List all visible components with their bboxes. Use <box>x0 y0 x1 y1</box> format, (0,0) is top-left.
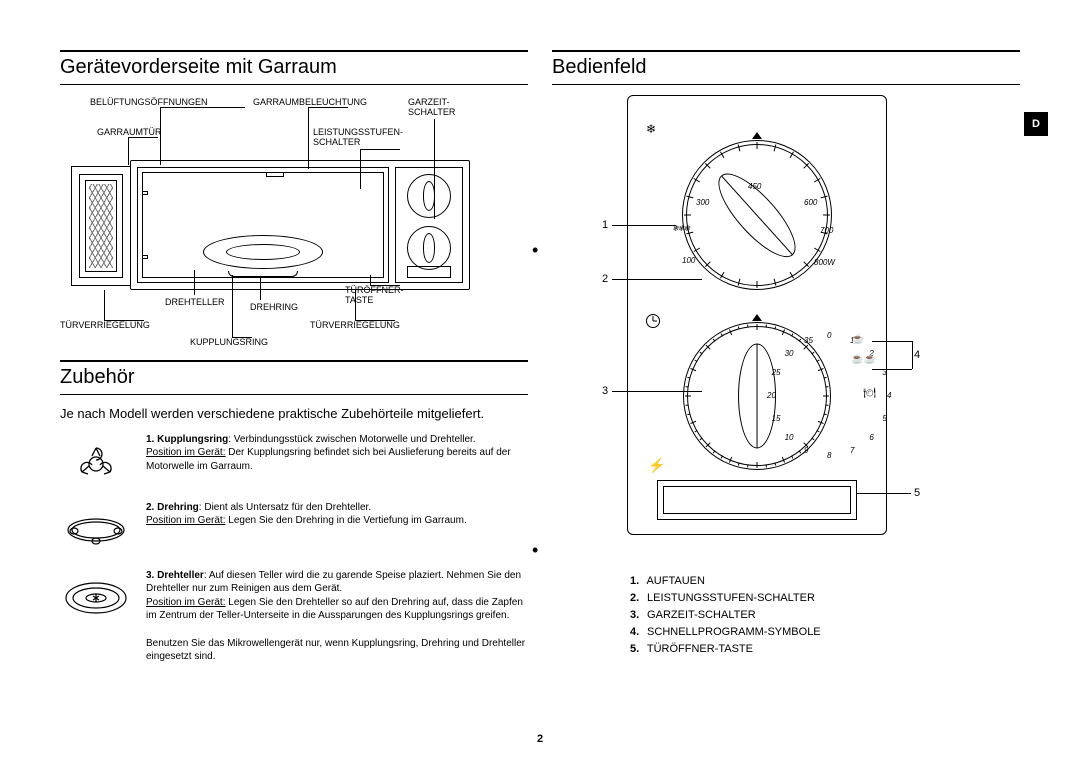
time-mark: 10 <box>785 433 794 442</box>
microwave-body <box>130 160 470 290</box>
microwave-door <box>71 166 131 286</box>
label-turntable: DREHTELLER <box>165 297 225 307</box>
label-roller: DREHRING <box>250 302 298 312</box>
coupler-icon <box>60 433 132 491</box>
clock-icon <box>646 314 660 328</box>
section-title-front: Gerätevorderseite mit Garraum <box>60 50 528 85</box>
time-mark: 25 <box>772 368 781 377</box>
label-time-switch: GARZEIT- SCHALTER <box>408 97 455 117</box>
callout-3: 3 <box>602 385 608 397</box>
turntable-icon <box>203 235 323 269</box>
page-language-tag: D <box>1024 112 1048 136</box>
door-latch-icon <box>142 255 148 259</box>
power-mark: 450 <box>748 182 761 191</box>
control-panel-small <box>395 167 463 283</box>
label-door-open: TÜRÖFFNER- TASTE <box>345 285 404 305</box>
legend-item: 1. AUFTAUEN <box>630 573 1020 590</box>
item-pos-label: Position im Gerät: <box>146 447 225 458</box>
oven-light-icon <box>266 172 284 177</box>
separator-dot: • <box>532 240 538 261</box>
label-lock-right: TÜRVERRIEGELUNG <box>310 320 400 330</box>
item-name: Drehteller <box>157 570 204 581</box>
panel-legend: 1. AUFTAUEN2. LEISTUNGSSTUFEN-SCHALTER3.… <box>552 573 1020 658</box>
accessory-item: 3. Drehteller: Auf diesen Teller wird di… <box>60 569 528 627</box>
item-pos-label: Position im Gerät: <box>146 515 225 526</box>
callout-5: 5 <box>914 487 920 499</box>
cup-icon: ☕☕ <box>851 354 876 365</box>
cup-icon: ☕ <box>852 334 864 345</box>
legend-item: 4. SCHNELLPROGRAMM-SYMBOLE <box>630 624 1020 641</box>
defrost-icon: ❄ <box>646 122 656 136</box>
time-mark: 30 <box>785 349 794 358</box>
time-mark: 4 <box>887 391 891 400</box>
time-mark: 20 <box>767 391 776 400</box>
roller-ring-icon <box>60 501 132 559</box>
item-num: 2. <box>146 502 154 513</box>
time-mark: 8 <box>827 451 831 460</box>
section-title-accessories: Zubehör <box>60 360 528 395</box>
time-mark: 6 <box>869 433 873 442</box>
label-vent: BELÜFTUNGSÖFFNUNGEN <box>90 97 208 107</box>
door-open-button <box>657 480 857 520</box>
item-num: 3. <box>146 570 154 581</box>
label-door: GARRAUMTÜR <box>97 127 162 137</box>
item-desc: : Dient als Untersatz für den Drehteller… <box>199 502 371 513</box>
time-mark: 15 <box>772 414 781 423</box>
item-num: 1. <box>146 434 154 445</box>
power-mark: 700 <box>820 226 833 235</box>
legend-item: 5. TÜRÖFFNER-TASTE <box>630 641 1020 658</box>
microwave-diagram: BELÜFTUNGSÖFFNUNGEN GARRAUMBELEUCHTUNG G… <box>60 95 528 360</box>
item-name: Kupplungsring <box>157 434 228 445</box>
lightning-icon: ⚡ <box>648 457 665 474</box>
control-panel-diagram: ❄ 100 300 450 600 700 800W ❄❄❄ <box>552 95 1020 565</box>
callout-1: 1 <box>602 219 608 231</box>
power-mark: 100 <box>682 256 695 265</box>
time-mark: 5 <box>882 414 886 423</box>
power-dial <box>682 140 832 290</box>
label-oven-light: GARRAUMBELEUCHTUNG <box>253 97 367 107</box>
section-title-panel: Bedienfeld <box>552 50 1020 85</box>
time-mark: 7 <box>850 446 854 455</box>
item-pos-label: Position im Gerät: <box>146 597 225 608</box>
power-mark: 600 <box>804 198 817 207</box>
door-latch-icon <box>142 191 148 195</box>
legend-item: 3. GARZEIT-SCHALTER <box>630 607 1020 624</box>
item-pos: Legen Sie den Drehring in die Vertiefung… <box>225 515 466 526</box>
legend-item: 2. LEISTUNGSSTUFEN-SCHALTER <box>630 590 1020 607</box>
accessories-footnote: Benutzen Sie das Mikrowellengerät nur, w… <box>60 637 528 664</box>
label-power-switch: LEISTUNGSSTUFEN- SCHALTER <box>313 127 403 147</box>
label-coupler: KUPPLUNGSRING <box>190 337 268 347</box>
time-mark: 0 <box>827 331 831 340</box>
item-name: Drehring <box>157 502 199 513</box>
callout-2: 2 <box>602 273 608 285</box>
power-mark: 300 <box>696 198 709 207</box>
plate-icon: 🍽 <box>863 388 876 399</box>
callout-4: 4 <box>914 349 920 361</box>
separator-dot: • <box>532 540 538 561</box>
accessories-intro: Je nach Modell werden verschiedene prakt… <box>60 405 528 423</box>
power-mark: 800W <box>814 258 835 267</box>
accessory-item: 1. Kupplungsring: Verbindungsstück zwisc… <box>60 433 528 491</box>
turntable-plate-icon <box>60 569 132 627</box>
time-mark: 35 <box>804 336 813 345</box>
accessory-item: 2. Drehring: Dient als Untersatz für den… <box>60 501 528 559</box>
item-desc: : Verbindungsstück zwischen Motorwelle u… <box>228 434 475 445</box>
right-column: Bedienfeld ❄ 100 300 450 600 700 800W ❄❄… <box>552 50 1020 664</box>
left-column: Gerätevorderseite mit Garraum BELÜFTUNGS… <box>60 50 528 664</box>
time-mark: 9 <box>804 446 808 455</box>
label-lock-left: TÜRVERRIEGELUNG <box>60 320 150 330</box>
page-number: 2 <box>537 733 543 745</box>
